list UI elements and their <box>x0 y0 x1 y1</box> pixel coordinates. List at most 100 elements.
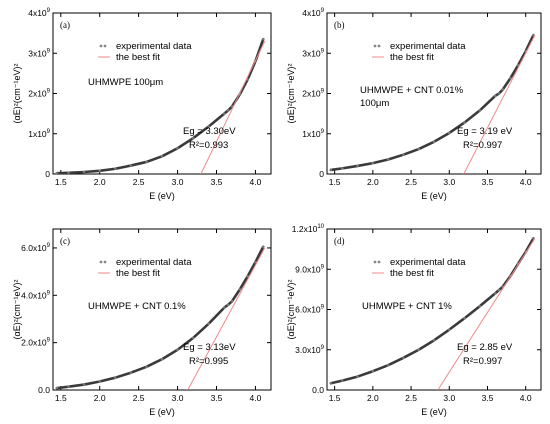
data-point <box>463 316 466 320</box>
data-point <box>261 37 265 41</box>
y-tick-label: 3x109 <box>302 48 324 58</box>
chart-panel-1: 1.5 2.0 2.5 3.0 3.5 4.0 0 1x109 2x109 3x109 4x109 E… <box>12 8 272 201</box>
data-point <box>371 161 375 165</box>
legend-label-experimental: experimental data <box>390 41 466 52</box>
legend-marker-experimental <box>377 44 381 48</box>
y-tick-label: 3.0x109 <box>295 345 325 355</box>
x-tick-label: 2.0 <box>367 393 379 403</box>
y-tick-label: 2x109 <box>28 89 50 99</box>
x-tick-label: 3.0 <box>443 177 455 187</box>
sample-label: UHMWPE + CNT 0.01% <box>360 85 464 96</box>
chart-panel-2: 1.5 2.0 2.5 3.0 3.5 4.0 0 1x109 2x109 3x109 4x109 E… <box>286 8 542 201</box>
data-point <box>145 160 148 164</box>
band-gap-label: Eg = 3.13eV <box>183 342 236 353</box>
x-tick-label: 1.5 <box>329 393 341 403</box>
data-point <box>497 92 501 95</box>
best-fit-line <box>187 247 266 390</box>
experimental-data-curve <box>55 245 265 390</box>
r-squared-label: R²=0.995 <box>189 356 228 367</box>
y-tick-label: 0.0 <box>312 385 324 395</box>
data-point <box>417 147 421 151</box>
plot-area <box>55 245 266 390</box>
x-axis-label: E (eV) <box>421 191 447 201</box>
x-tick-label: 2.5 <box>133 393 145 403</box>
legend-label-fit: the best fit <box>116 52 160 63</box>
data-point <box>67 171 70 174</box>
x-tick-label: 4.0 <box>250 393 262 403</box>
data-point <box>447 328 451 331</box>
data-point <box>254 260 257 264</box>
data-point <box>501 88 505 91</box>
data-point <box>226 109 230 112</box>
y-tick-label: 6.0x109 <box>295 305 325 315</box>
x-tick-label: 2.5 <box>405 393 417 403</box>
x-axis-label: E (eV) <box>421 407 447 417</box>
y-tick-label: 4x109 <box>302 8 324 18</box>
x-axis-label: E (eV) <box>149 407 175 417</box>
sample-label-line2: 100μm <box>360 98 389 109</box>
x-tick-label: 1.5 <box>55 177 67 187</box>
data-point <box>82 383 86 386</box>
data-point <box>432 140 436 144</box>
data-point <box>463 121 466 124</box>
data-point <box>509 76 512 80</box>
x-tick-label: 2.0 <box>94 393 106 403</box>
plot-frame <box>52 12 272 175</box>
y-tick-label: 4x109 <box>28 8 50 18</box>
data-point <box>207 322 211 326</box>
x-tick-label: 4.0 <box>520 393 532 403</box>
chart-panel-3: 1.5 2.0 2.5 3.0 3.5 4.0 0.0 2.0x109 4.0x109 6.0x1… <box>12 228 272 417</box>
y-tick-label: 2x109 <box>302 89 324 99</box>
x-tick-label: 3.5 <box>482 393 494 403</box>
legend-label-fit: the best fit <box>116 268 160 279</box>
data-point <box>222 112 226 115</box>
data-point <box>329 381 333 385</box>
data-point <box>160 154 164 158</box>
y-tick-label: 1.2x1010 <box>292 224 325 234</box>
y-tick-label: 3x109 <box>28 48 50 58</box>
legend-label-experimental: experimental data <box>390 257 466 268</box>
y-axis-label: (αE)²(cm⁻¹eV)² <box>286 64 296 124</box>
y-tick-label: 0.0 <box>38 385 50 395</box>
data-point <box>493 292 497 295</box>
data-point <box>191 136 195 140</box>
data-point <box>478 109 482 112</box>
data-point <box>176 348 179 352</box>
data-point <box>246 275 249 278</box>
sample-label: UHMWPE + CNT 0.1% <box>88 301 186 312</box>
data-point <box>478 304 482 308</box>
data-point <box>493 94 497 98</box>
panel-label: (d) <box>334 236 345 246</box>
y-tick-label: 0 <box>319 169 324 179</box>
x-tick-label: 1.5 <box>329 177 341 187</box>
data-point <box>113 376 117 379</box>
band-gap-label: Eg = 3.30eV <box>183 126 236 137</box>
data-point <box>207 125 211 128</box>
legend-marker-experimental <box>377 260 381 264</box>
sample-label: UHMWPE 100μm <box>88 77 163 88</box>
legend-label-experimental: experimental data <box>116 257 192 268</box>
legend-marker-experimental <box>103 44 107 48</box>
best-fit-line <box>463 34 536 174</box>
data-point <box>226 303 230 307</box>
experimental-data-curve <box>55 37 265 174</box>
panel-label: (a) <box>60 20 70 30</box>
data-point <box>160 357 164 361</box>
x-tick-label: 3.0 <box>443 393 455 403</box>
data-point <box>82 170 86 174</box>
data-point <box>98 169 102 173</box>
legend-label-fit: the best fit <box>390 268 434 279</box>
x-tick-label: 2.0 <box>94 177 106 187</box>
x-tick-label: 4.0 <box>520 177 532 187</box>
x-tick-label: 3.5 <box>482 177 494 187</box>
band-gap-label: Eg = 3.19 eV <box>457 126 513 137</box>
r-squared-label: R²=0.997 <box>463 356 502 367</box>
data-point <box>67 385 70 388</box>
y-tick-label: 1x109 <box>302 129 324 139</box>
data-point <box>340 379 344 382</box>
legend-marker-experimental <box>99 260 103 264</box>
legend-label-fit: the best fit <box>390 52 434 63</box>
y-axis-label: (αE)²(cm⁻¹eV)² <box>286 280 296 340</box>
plot-area <box>55 37 266 174</box>
